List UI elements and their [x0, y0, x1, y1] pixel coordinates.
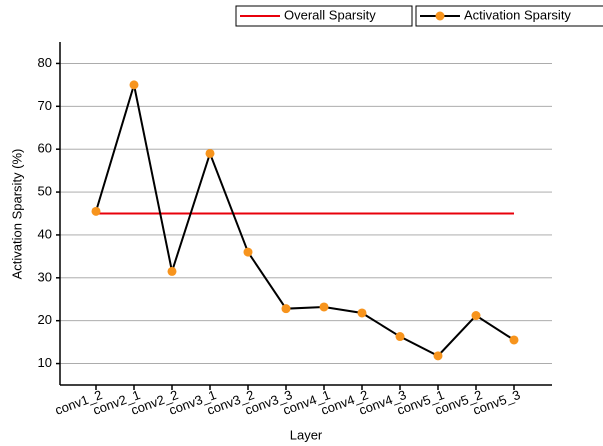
data-point — [509, 335, 519, 345]
y-tick-label: 50 — [38, 184, 52, 199]
legend-box — [415, 5, 603, 27]
x-axis-label: Layer — [290, 427, 323, 442]
y-tick-label: 80 — [38, 55, 52, 70]
data-point — [91, 206, 101, 216]
legend-marker — [435, 11, 445, 21]
data-point — [243, 247, 253, 257]
data-point — [129, 80, 139, 90]
y-tick-label: 30 — [38, 269, 52, 284]
data-point — [357, 308, 367, 318]
legend-label: Overall Sparsity — [284, 7, 376, 22]
data-point — [205, 148, 215, 158]
y-tick-label: 40 — [38, 226, 52, 241]
y-axis-label: Activation Sparsity (%) — [9, 149, 24, 280]
data-point — [281, 304, 291, 314]
y-tick-label: 10 — [38, 355, 52, 370]
y-tick-label: 60 — [38, 141, 52, 156]
data-point — [471, 311, 481, 321]
y-tick-label: 20 — [38, 312, 52, 327]
data-point — [319, 302, 329, 312]
series-line — [95, 84, 515, 358]
legend-label: Activation Sparsity — [464, 7, 571, 22]
data-point — [167, 266, 177, 276]
legend-box — [235, 5, 413, 27]
y-tick-label: 70 — [38, 98, 52, 113]
data-point — [395, 332, 405, 342]
data-point — [433, 351, 443, 361]
